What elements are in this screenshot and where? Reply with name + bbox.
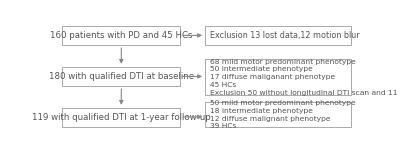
FancyBboxPatch shape (205, 102, 351, 127)
FancyBboxPatch shape (62, 67, 180, 86)
Text: 50 mild motor predominant phenotype
18 intermediate phenotype
12 diffuse maligna: 50 mild motor predominant phenotype 18 i… (210, 100, 355, 129)
Text: 68 mild motor predominant phenotype
50 intermediate phenotype
17 diffuse maligan: 68 mild motor predominant phenotype 50 i… (210, 58, 400, 95)
Text: 180 with qualified DTI at baseline: 180 with qualified DTI at baseline (49, 72, 194, 81)
FancyBboxPatch shape (205, 59, 351, 95)
FancyBboxPatch shape (62, 26, 180, 45)
FancyBboxPatch shape (205, 26, 351, 45)
Text: 119 with qualified DTI at 1-year follow-up: 119 with qualified DTI at 1-year follow-… (32, 113, 211, 122)
Text: Exclusion 13 lost data,12 motion blur: Exclusion 13 lost data,12 motion blur (210, 31, 359, 40)
Text: 160 patients with PD and 45 HCs: 160 patients with PD and 45 HCs (50, 31, 192, 40)
FancyBboxPatch shape (62, 108, 180, 127)
